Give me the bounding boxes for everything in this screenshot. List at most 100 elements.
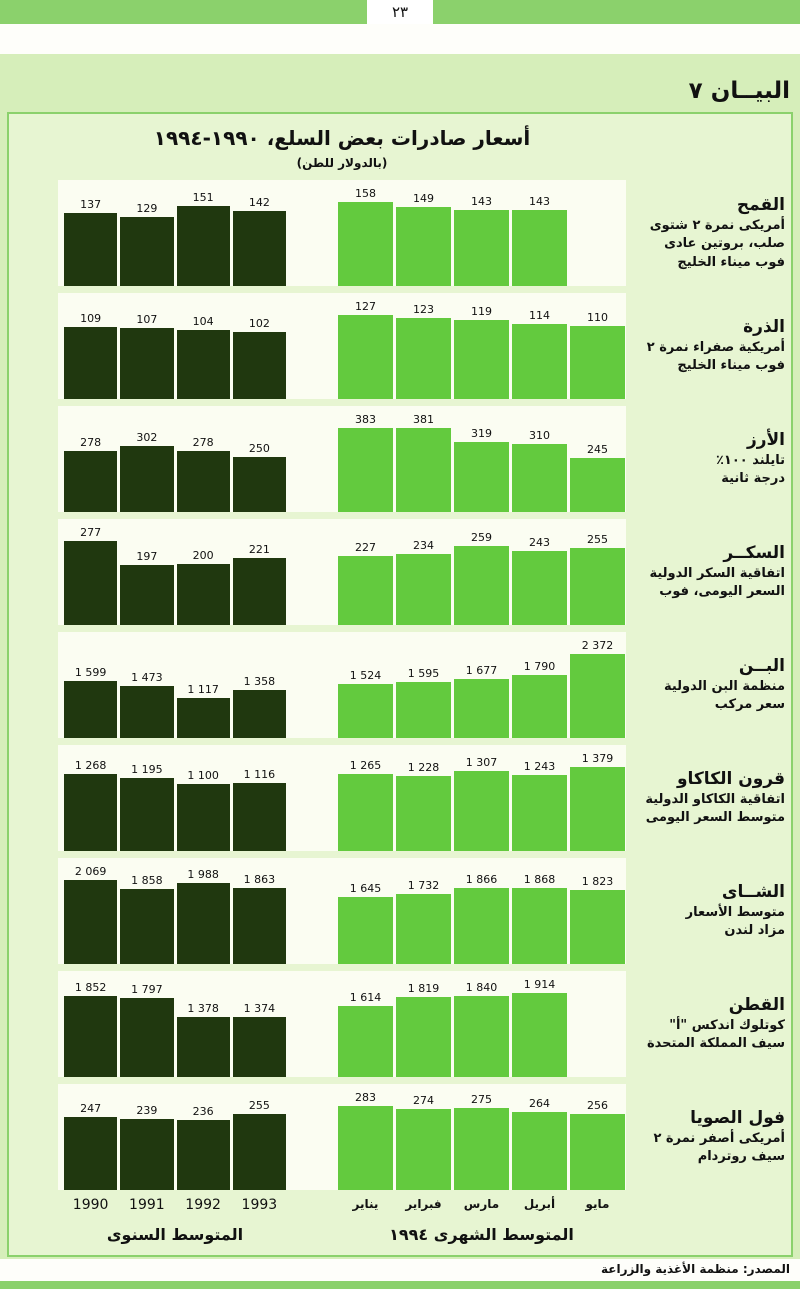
- monthly-bar-slot: 149: [396, 192, 451, 286]
- bar-value-label: 259: [471, 531, 492, 544]
- monthly-bar: [338, 202, 393, 286]
- bar-value-label: 129: [136, 202, 158, 215]
- bar-value-label: 221: [248, 543, 270, 556]
- commodity-description: سعر مركب: [714, 697, 785, 713]
- annual-bar-slot: 278: [64, 436, 118, 512]
- monthly-bar-slot: 110: [570, 311, 625, 399]
- bar-value-label: 1 863: [243, 873, 276, 886]
- bar-value-label: 250: [248, 442, 270, 455]
- monthly-bar: [570, 548, 625, 625]
- chart-panel: 247 239 236 255 283 274 275 264 256: [58, 1084, 626, 1190]
- monthly-bar-slot: 1 265: [338, 759, 393, 851]
- monthly-bar-slot: 274: [396, 1094, 451, 1190]
- monthly-bar: [512, 444, 567, 512]
- monthly-bar-slot: 143: [512, 195, 567, 286]
- bar-value-label: 245: [587, 443, 608, 456]
- monthly-bars-group: 383 381 319 310 245: [338, 413, 625, 512]
- annual-bar-slot: 1 858: [120, 874, 174, 964]
- annual-bar-slot: 277: [64, 526, 118, 625]
- monthly-bar: [396, 1109, 451, 1190]
- monthly-axis-caption: المتوسط الشهرى ١٩٩٤: [389, 1225, 574, 1244]
- monthly-bar: [454, 888, 509, 964]
- commodity-label: البــن منظمة البن الدولية سعر مركب: [626, 632, 791, 738]
- annual-bar-slot: 2 069: [64, 865, 118, 964]
- commodity-description: درجة ثانية: [721, 471, 785, 487]
- annual-bars-group: 109 107 104 102: [64, 312, 286, 399]
- commodity-rows: 137 129 151 142 158 149 143 143 القمح أمريكى نمرة…: [9, 180, 791, 1190]
- monthly-bar: [512, 888, 567, 964]
- bar-value-label: 302: [136, 431, 158, 444]
- monthly-bar: [396, 318, 451, 399]
- monthly-bar-slot: 255: [570, 533, 625, 625]
- chart-panel: 2 069 1 858 1 988 1 863 1 645 1 732 1 866 1 868…: [58, 858, 626, 964]
- bar-value-label: 158: [355, 187, 376, 200]
- chart-panel: 137 129 151 142 158 149 143 143: [58, 180, 626, 286]
- annual-bar-slot: 278: [176, 436, 230, 512]
- monthly-bar-slot: 1 379: [570, 752, 625, 851]
- monthly-bar-slot: 123: [396, 303, 451, 399]
- monthly-bar: [454, 442, 509, 512]
- annual-bars-group: 277 197 200 221: [64, 526, 286, 625]
- bar-value-label: 109: [80, 312, 102, 325]
- annual-bar: [120, 1119, 174, 1190]
- annual-bar: [120, 998, 174, 1077]
- monthly-bar: [570, 1114, 625, 1190]
- bar-value-label: 1 868: [523, 873, 556, 886]
- monthly-bar-slot: 1 677: [454, 664, 509, 738]
- annual-bar: [64, 541, 118, 625]
- bar-value-label: 243: [529, 536, 550, 549]
- annual-bars-group: 1 852 1 797 1 378 1 374: [64, 981, 286, 1077]
- commodity-name: الأرز: [746, 430, 785, 451]
- bar-value-label: 1 988: [187, 868, 219, 881]
- monthly-bar-slot: 127: [338, 300, 393, 399]
- annual-bar: [176, 784, 230, 851]
- commodity-row: 109 107 104 102 127 123 119 114 110 الذرة أمريكية …: [58, 293, 791, 399]
- monthly-bar-slot: 2 372: [570, 639, 625, 738]
- annual-bar-slot: 137: [64, 198, 118, 286]
- bar-value-label: 1 116: [243, 768, 276, 781]
- monthly-bar: [570, 326, 625, 399]
- monthly-bars-group: 1 645 1 732 1 866 1 868 1 823: [338, 873, 625, 964]
- year-tick: 1990: [72, 1197, 109, 1213]
- annual-bar-slot: 1 852: [64, 981, 118, 1077]
- commodity-row: 247 239 236 255 283 274 275 264 256 فول الصويا أمر…: [58, 1084, 791, 1190]
- monthly-bar: [454, 771, 509, 851]
- annual-bar-slot: 221: [232, 543, 286, 625]
- monthly-bar-slot: 114: [512, 309, 567, 399]
- bar-value-label: 1 797: [131, 983, 163, 996]
- bar-value-label: 119: [471, 305, 492, 318]
- annual-bar: [64, 681, 118, 738]
- commodity-description: صلب، بروتين عادى: [664, 236, 785, 252]
- figure-label: البيــان ٧: [688, 78, 790, 104]
- commodity-description: فوب ميناء الخليج: [677, 358, 785, 374]
- annual-bar-slot: 1 374: [232, 1002, 286, 1077]
- commodity-name: البــن: [738, 656, 785, 677]
- bar-value-label: 1 840: [465, 981, 498, 994]
- monthly-bar: [570, 654, 625, 738]
- bar-value-label: 143: [471, 195, 492, 208]
- commodity-label: الأرز تايلند ١٠٠٪ درجة ثانية: [626, 406, 791, 512]
- top-green-bar: ٢٣: [0, 0, 800, 24]
- bar-value-label: 1 866: [465, 873, 498, 886]
- bar-value-label: 1 790: [523, 660, 556, 673]
- bar-value-label: 1 852: [74, 981, 107, 994]
- bar-value-label: 1 595: [407, 667, 440, 680]
- bar-value-label: 1 914: [523, 978, 556, 991]
- annual-bar-slot: 1 116: [232, 768, 286, 851]
- monthly-bar-slot: 1 595: [396, 667, 451, 738]
- commodity-name: الذرة: [743, 317, 785, 338]
- bar-value-label: 1 378: [187, 1002, 219, 1015]
- commodity-description: مزاد لندن: [724, 923, 785, 939]
- bar-value-label: 264: [529, 1097, 550, 1110]
- commodity-description: فوب ميناء الخليج: [677, 254, 785, 270]
- commodity-description: اتفاقية السكر الدولية: [649, 566, 785, 582]
- bar-value-label: 278: [192, 436, 214, 449]
- annual-bar-slot: 142: [232, 196, 286, 286]
- annual-bar: [176, 1017, 230, 1077]
- bar-value-label: 2 372: [581, 639, 614, 652]
- chart-panel: 1 599 1 473 1 117 1 358 1 524 1 595 1 677 1 790…: [58, 632, 626, 738]
- monthly-bar-slot: 1 840: [454, 981, 509, 1077]
- commodity-row: 1 268 1 195 1 100 1 116 1 265 1 228 1 307 1 243…: [58, 745, 791, 851]
- commodity-description: أمريكى نمرة ٢ شتوى: [649, 218, 785, 234]
- annual-bar: [176, 564, 230, 625]
